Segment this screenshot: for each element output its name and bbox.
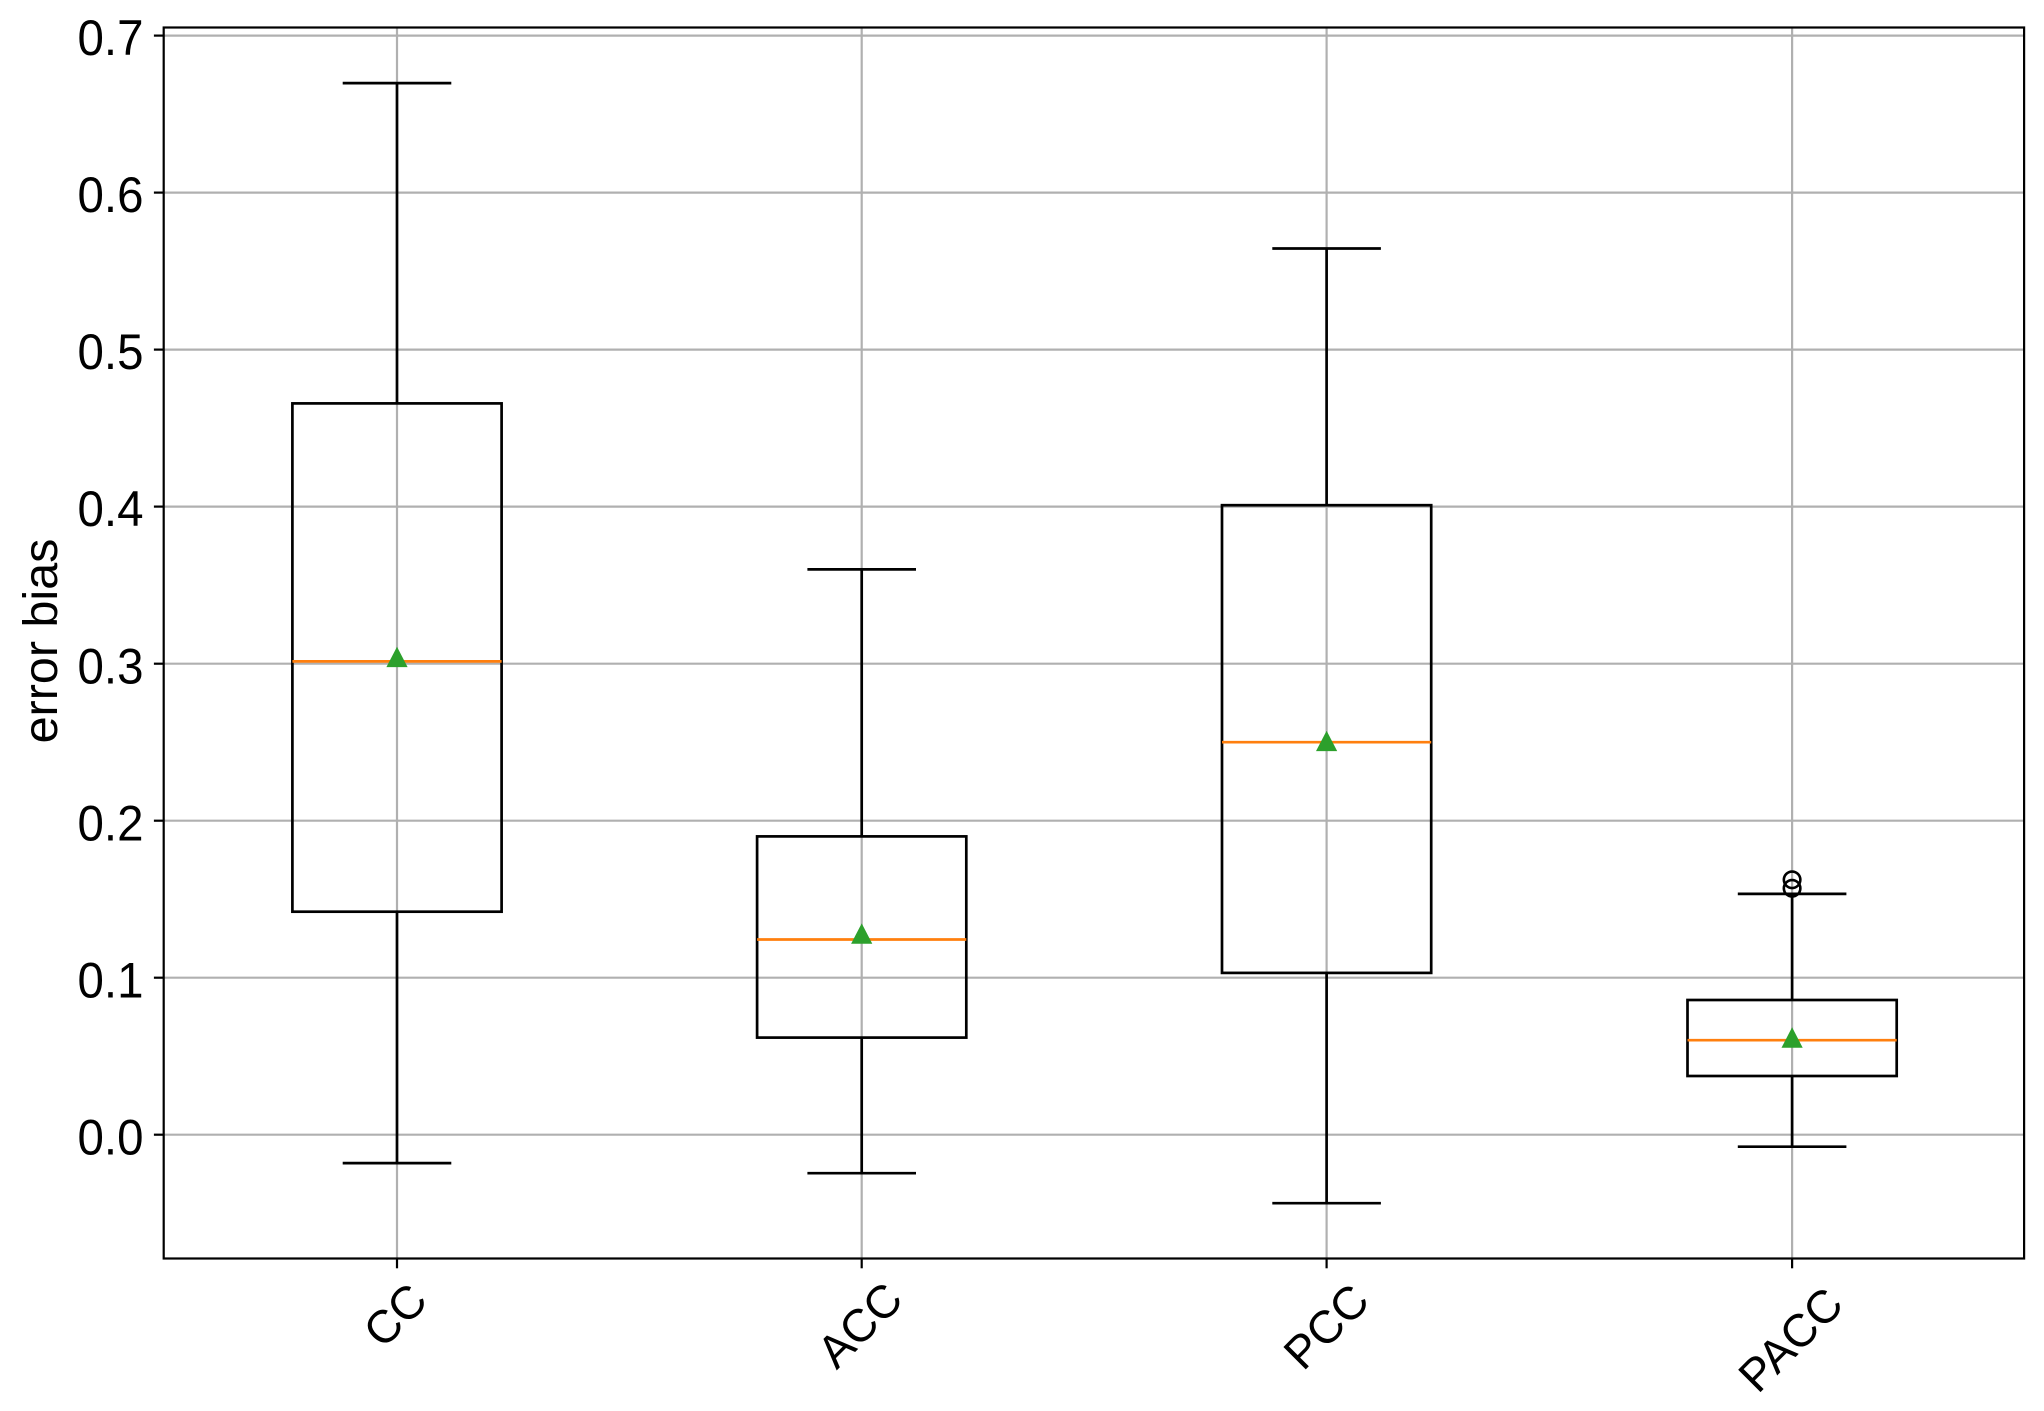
svg-text:0.6: 0.6 (78, 167, 144, 223)
svg-text:0.4: 0.4 (78, 481, 144, 537)
svg-text:0.0: 0.0 (78, 1109, 144, 1165)
svg-text:0.5: 0.5 (78, 324, 144, 380)
svg-text:0.3: 0.3 (78, 638, 144, 694)
svg-text:0.7: 0.7 (78, 10, 144, 66)
svg-text:error bias: error bias (14, 539, 68, 744)
svg-text:0.1: 0.1 (78, 952, 144, 1008)
svg-text:0.2: 0.2 (78, 795, 144, 851)
